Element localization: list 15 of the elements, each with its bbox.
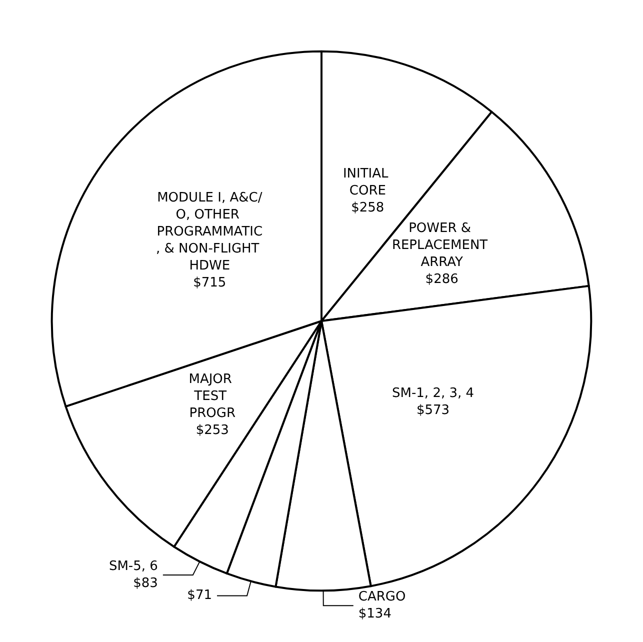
data-label: $83 — [133, 576, 158, 591]
slice-label: CARGO — [358, 590, 406, 605]
slice-label: INITIAL CORE — [342, 166, 392, 199]
data-label: $258 — [351, 200, 384, 216]
data-label: $286 — [425, 272, 458, 287]
data-label: $71 — [187, 588, 212, 604]
data-label: $715 — [193, 275, 226, 290]
data-label: $253 — [196, 423, 229, 438]
data-label: $573 — [416, 402, 450, 418]
data-label: $134 — [358, 606, 392, 622]
slice-label: SM-5, 6 — [108, 558, 158, 574]
slice-label: MAJOR TEST PROGR — [188, 372, 236, 422]
slice-label: MODULE I, A&C/O, OTHER PROGRAMMATIC, & NON-FLIGHT HDWE — [156, 190, 264, 274]
slice-label: SM-1, 2, 3, 4 — [392, 386, 474, 401]
slice-label: POWER & REPLACEMENT ARRAY — [392, 220, 492, 270]
